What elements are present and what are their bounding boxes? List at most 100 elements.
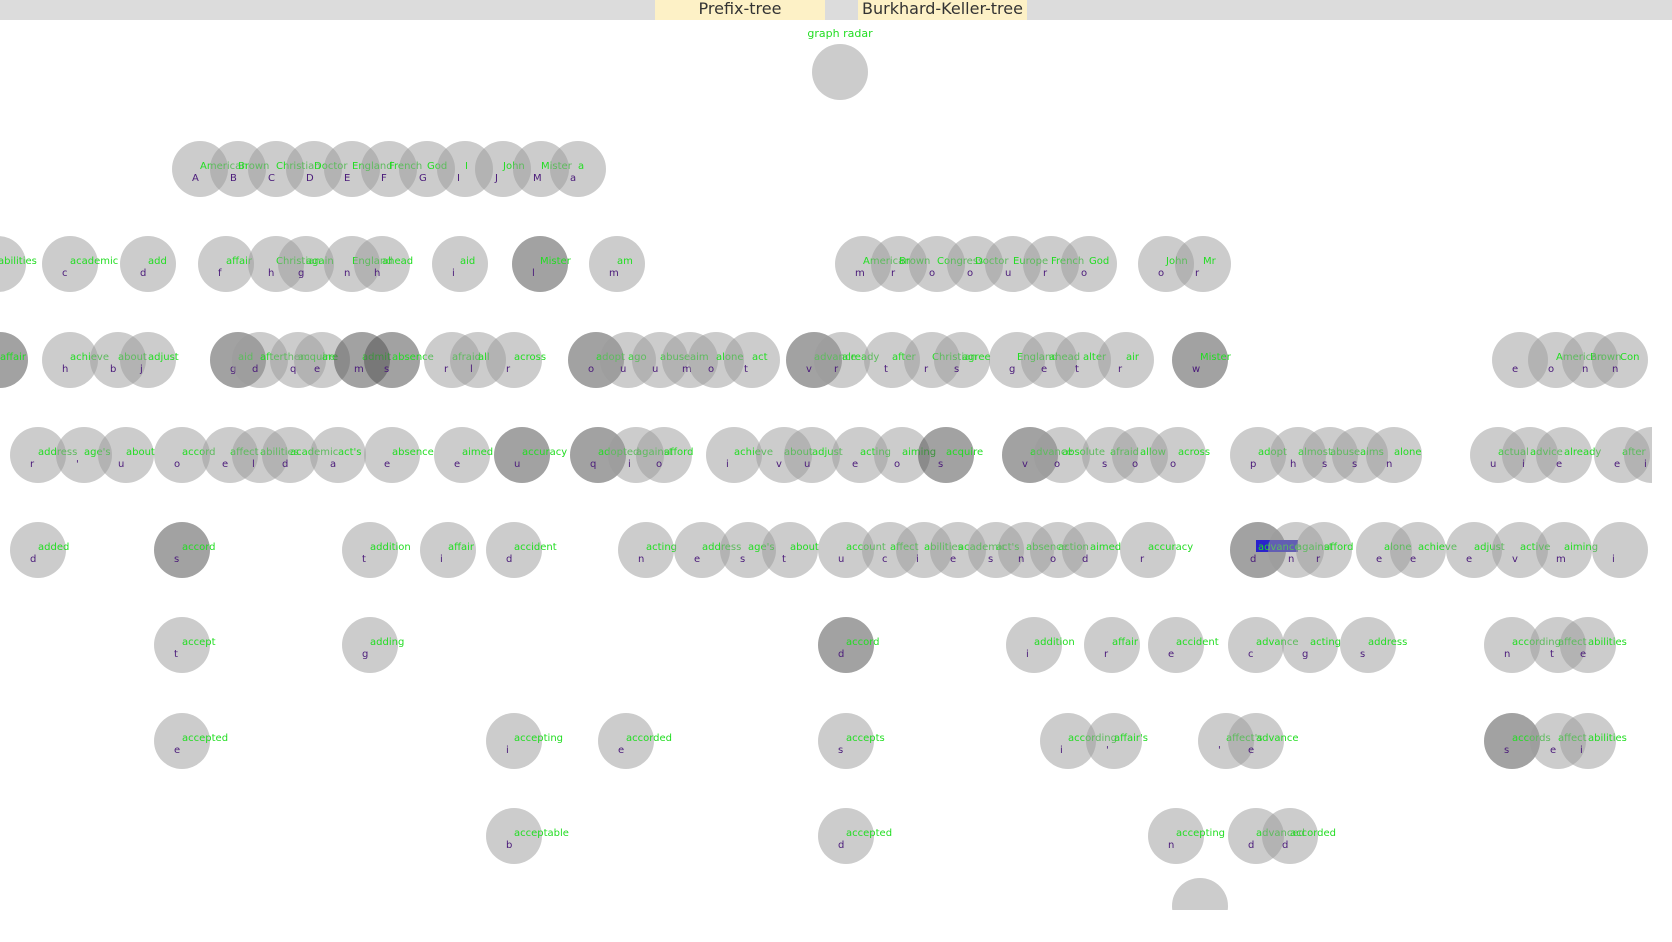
node-key-label: o [1548,364,1554,375]
tree-node[interactable] [1086,713,1142,769]
tree-node[interactable] [420,522,476,578]
tree-node[interactable] [1296,522,1352,578]
tree-graph-canvas[interactable]: AmericanABrownBChristianCDoctorDEnglandE… [0,20,1652,910]
tree-node[interactable] [98,427,154,483]
tab-prefix-tree[interactable]: Prefix-tree [655,0,825,20]
tree-node[interactable] [486,713,542,769]
tree-node[interactable] [550,141,606,197]
tree-node[interactable] [198,236,254,292]
tree-node[interactable] [120,236,176,292]
tree-node[interactable] [154,522,210,578]
tree-node[interactable] [818,617,874,673]
tree-node[interactable] [724,332,780,388]
tree-node[interactable] [1228,713,1284,769]
tree-node[interactable] [154,617,210,673]
tree-node[interactable] [1366,427,1422,483]
tree-node[interactable] [1084,617,1140,673]
tree-node[interactable] [342,617,398,673]
tree-node[interactable] [1390,522,1446,578]
tree-node[interactable] [864,332,920,388]
tree-node[interactable] [342,522,398,578]
tree-node[interactable] [1592,522,1648,578]
tree-node[interactable] [10,427,66,483]
tree-node[interactable] [1560,713,1616,769]
tree-node[interactable] [1536,522,1592,578]
node-key-label: A [192,173,199,184]
tree-node[interactable] [1040,713,1096,769]
tree-node[interactable] [434,427,490,483]
tree-node[interactable] [762,522,818,578]
tree-node[interactable] [1484,617,1540,673]
tree-node[interactable] [1175,236,1231,292]
node-word-label: Mr [1203,256,1217,267]
tree-node[interactable] [364,332,420,388]
tree-node[interactable] [42,332,98,388]
node-word-label: address [1368,637,1407,648]
tree-node[interactable] [1055,332,1111,388]
tree-node[interactable] [10,522,66,578]
tree-node[interactable] [784,427,840,483]
tree-node[interactable] [154,427,210,483]
tree-node[interactable] [934,332,990,388]
tree-node[interactable] [512,236,568,292]
tree-node[interactable] [294,332,350,388]
tree-node[interactable] [1120,522,1176,578]
tree-node[interactable] [589,236,645,292]
tree-node[interactable] [814,332,870,388]
tree-node[interactable] [1592,332,1648,388]
tree-node[interactable] [486,332,542,388]
tree-node[interactable] [120,332,176,388]
tree-node[interactable] [674,522,730,578]
tree-node[interactable] [1172,878,1228,910]
tree-node[interactable] [1061,236,1117,292]
tree-node[interactable] [1148,617,1204,673]
tree-node[interactable] [154,713,210,769]
tree-node[interactable] [1624,427,1652,483]
tree-node[interactable] [818,522,874,578]
tree-node[interactable] [486,808,542,864]
tree-node[interactable] [1536,427,1592,483]
tree-node[interactable] [278,236,334,292]
tree-node[interactable] [818,808,874,864]
tree-node[interactable] [1282,617,1338,673]
tree-node[interactable] [1262,808,1318,864]
tree-node[interactable] [262,427,318,483]
tree-node[interactable] [720,522,776,578]
tree-node[interactable] [1148,808,1204,864]
tree-node[interactable] [310,427,366,483]
tree-node[interactable] [598,713,654,769]
root-node[interactable] [812,44,868,100]
tree-node[interactable] [1228,617,1284,673]
tree-node[interactable] [1492,522,1548,578]
tree-node[interactable] [1034,427,1090,483]
tree-node[interactable] [0,332,28,388]
tree-node[interactable] [636,427,692,483]
tree-node[interactable] [486,522,542,578]
tree-node[interactable] [1062,522,1118,578]
tree-node[interactable] [618,522,674,578]
tree-node[interactable] [1340,617,1396,673]
tree-node[interactable] [706,427,762,483]
tree-node[interactable] [494,427,550,483]
tree-node[interactable] [1150,427,1206,483]
tab-burkhard-keller-tree[interactable]: Burkhard-Keller-tree [858,0,1027,20]
tree-node[interactable] [1172,332,1228,388]
tree-node[interactable] [432,236,488,292]
node-key-label: e [1550,745,1556,756]
tree-node[interactable] [818,713,874,769]
tree-node[interactable] [918,427,974,483]
tree-node[interactable] [1560,617,1616,673]
tree-node[interactable] [56,427,112,483]
tree-node[interactable] [874,427,930,483]
tree-node[interactable] [832,427,888,483]
tree-node[interactable] [42,236,98,292]
tree-node[interactable] [354,236,410,292]
tree-node[interactable] [1098,332,1154,388]
tree-graph[interactable]: AmericanABrownBChristianCDoctorDEnglandE… [0,20,1652,910]
tree-node[interactable] [1230,427,1286,483]
tree-node[interactable] [1484,713,1540,769]
tree-node[interactable] [364,427,420,483]
tree-node[interactable] [0,236,26,292]
tree-node[interactable] [1446,522,1502,578]
tree-node[interactable] [1006,617,1062,673]
